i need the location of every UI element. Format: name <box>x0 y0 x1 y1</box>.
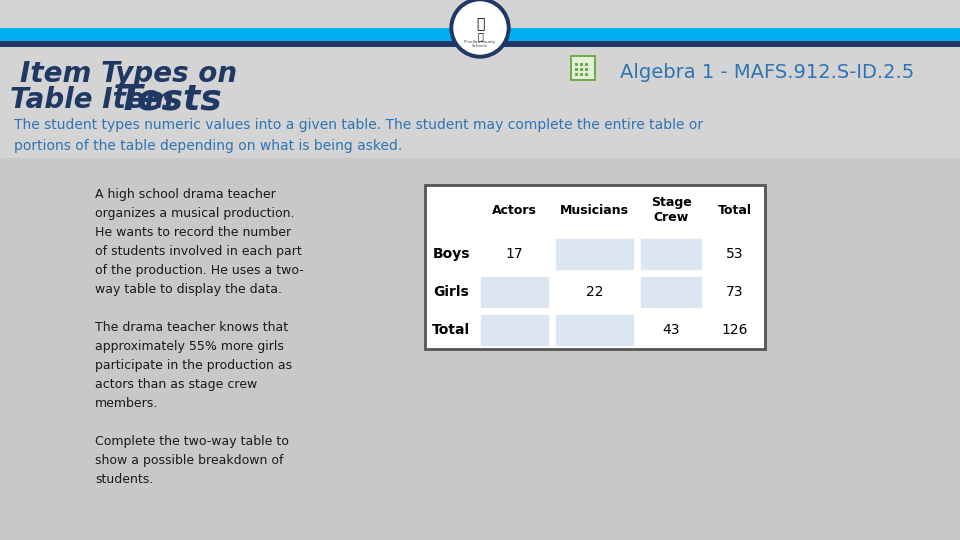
Bar <box>552 235 637 273</box>
Text: 22: 22 <box>586 285 603 299</box>
Text: 126: 126 <box>722 323 748 337</box>
Bar <box>637 185 705 235</box>
Bar <box>570 55 596 81</box>
Bar <box>641 277 701 307</box>
Bar <box>425 311 477 349</box>
Text: Stage
Crew: Stage Crew <box>651 196 691 224</box>
Bar <box>585 63 588 66</box>
Text: Item Types on: Item Types on <box>20 60 237 88</box>
Bar <box>575 68 578 71</box>
Text: Actors: Actors <box>492 204 537 217</box>
Bar <box>477 185 552 235</box>
Circle shape <box>450 0 510 58</box>
Text: Boys: Boys <box>432 247 469 261</box>
Bar <box>552 273 637 311</box>
Bar <box>481 315 548 345</box>
Bar <box>477 273 552 311</box>
Text: Pinellas County
Schools: Pinellas County Schools <box>465 40 495 48</box>
Bar <box>425 235 477 273</box>
Text: 53: 53 <box>727 247 744 261</box>
Text: Table Item: Table Item <box>10 86 174 114</box>
Bar <box>425 185 765 349</box>
Text: 🐬: 🐬 <box>476 17 484 31</box>
Text: 17: 17 <box>506 247 523 261</box>
Text: Algebra 1 - MAFS.912.S-ID.2.5: Algebra 1 - MAFS.912.S-ID.2.5 <box>620 63 914 82</box>
Bar <box>580 73 583 76</box>
Bar <box>575 63 578 66</box>
Bar <box>580 63 583 66</box>
Text: Tests: Tests <box>117 83 222 117</box>
Bar <box>572 57 594 79</box>
Bar <box>425 273 477 311</box>
Bar <box>705 311 765 349</box>
Bar <box>637 311 705 349</box>
Bar <box>425 185 477 235</box>
Bar <box>580 68 583 71</box>
Bar <box>585 68 588 71</box>
Text: Total: Total <box>432 323 470 337</box>
Bar <box>477 235 552 273</box>
Bar <box>705 235 765 273</box>
Text: 📚: 📚 <box>477 31 483 41</box>
Text: Total: Total <box>718 204 752 217</box>
Text: A high school drama teacher
organizes a musical production.
He wants to record t: A high school drama teacher organizes a … <box>95 188 303 486</box>
Text: Musicians: Musicians <box>560 204 629 217</box>
Bar <box>585 73 588 76</box>
Bar <box>425 185 765 349</box>
Bar <box>556 315 633 345</box>
Bar <box>641 239 701 269</box>
Bar <box>705 185 765 235</box>
Text: Girls: Girls <box>433 285 468 299</box>
Bar <box>575 73 578 76</box>
Bar <box>0 158 960 540</box>
Bar <box>556 239 633 269</box>
Bar <box>637 273 705 311</box>
Bar <box>705 273 765 311</box>
Circle shape <box>454 2 506 54</box>
Text: 73: 73 <box>727 285 744 299</box>
Bar <box>477 311 552 349</box>
Text: 43: 43 <box>662 323 680 337</box>
Bar <box>552 311 637 349</box>
Text: The student types numeric values into a given table. The student may complete th: The student types numeric values into a … <box>14 118 703 153</box>
Bar <box>0 28 960 41</box>
Bar <box>481 277 548 307</box>
Bar <box>552 185 637 235</box>
Bar <box>637 235 705 273</box>
Bar <box>0 41 960 47</box>
